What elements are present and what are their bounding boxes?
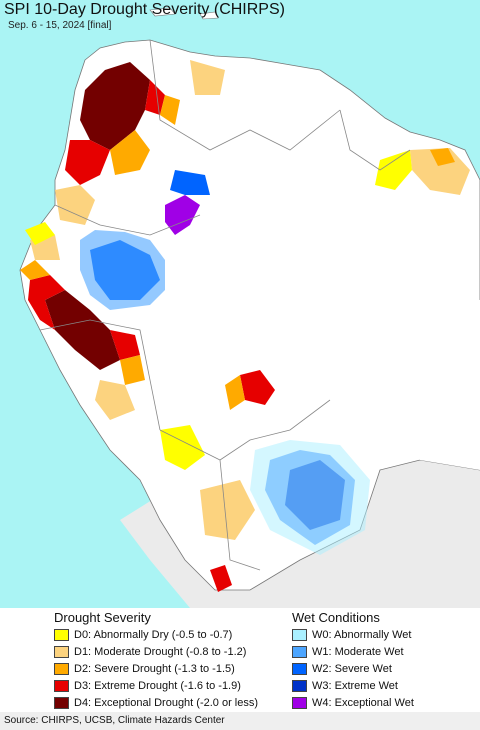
legend-label-d4: D4: Exceptional Drought (-2.0 or less) (74, 696, 259, 709)
d2-bolivia-north (225, 375, 245, 410)
legend-label-w3: W3: Extreme Wet (312, 679, 398, 692)
caribbean-islands (149, 7, 219, 20)
legend-item-d4: D4: Exceptional Drought (-2.0 or less) (54, 695, 258, 710)
legend-item-d0: D0: Abnormally Dry (-0.5 to -0.7) (54, 627, 232, 642)
legend-label-d3: D3: Extreme Drought (-1.6 to -1.9) (74, 679, 241, 692)
swatch-w4 (292, 696, 307, 709)
legend-item-w2: W2: Severe Wet (292, 661, 392, 676)
d3-colombia (65, 80, 165, 185)
wet-legend-heading: Wet Conditions (292, 610, 380, 625)
d3-bolivia-north (240, 370, 275, 405)
swatch-w1 (292, 645, 307, 658)
legend-item-w0: W0: Abnormally Wet (292, 627, 411, 642)
map-canvas (0, 0, 480, 608)
legend-label-w2: W2: Severe Wet (312, 662, 392, 675)
swatch-w3 (292, 679, 307, 692)
swatch-d3 (54, 679, 69, 692)
map-title: SPI 10-Day Drought Severity (CHIRPS) (4, 1, 285, 18)
d2-colombia (110, 95, 180, 175)
w0-bolivia (250, 440, 370, 555)
legend-label-w1: W1: Moderate Wet (312, 645, 404, 658)
drought-legend-heading: Drought Severity (54, 610, 151, 625)
w1-around (80, 230, 165, 310)
legend: Drought Severity Wet Conditions D0: Abno… (0, 608, 480, 712)
legend-item-w3: W3: Extreme Wet (292, 678, 398, 693)
d3-peru (28, 275, 140, 360)
legend-label-d0: D0: Abnormally Dry (-0.5 to -0.7) (74, 628, 233, 641)
legend-item-w4: W4: Exceptional Wet (292, 695, 414, 710)
d0-bolivia (160, 425, 205, 470)
interior-region (140, 270, 480, 470)
legend-item-w1: W1: Moderate Wet (292, 644, 404, 659)
legend-label-d1: D1: Moderate Drought (-0.8 to -1.2) (74, 645, 247, 658)
map-subtitle: Sep. 6 - 15, 2024 [final] (8, 20, 112, 31)
d1-peru (30, 235, 135, 420)
footer: Source: CHIRPS, UCSB, Climate Hazards Ce… (0, 712, 480, 730)
swatch-d1 (54, 645, 69, 658)
legend-label-w0: W0: Abnormally Wet (312, 628, 412, 641)
legend-item-d2: D2: Severe Drought (-1.3 to -1.5) (54, 661, 235, 676)
d1-colombia (55, 60, 225, 225)
d1-guianas (410, 148, 470, 195)
d4-colombia (80, 62, 150, 150)
legend-label-d2: D2: Severe Drought (-1.3 to -1.5) (74, 662, 235, 675)
w4-amazonas (165, 195, 200, 235)
d1-bolivia (200, 480, 255, 540)
swatch-d2 (54, 662, 69, 675)
swatch-w2 (292, 662, 307, 675)
d3-argentina (210, 565, 232, 592)
d2-french-guiana (430, 148, 455, 166)
source-credit: Source: CHIRPS, UCSB, Climate Hazards Ce… (4, 715, 225, 726)
country-borders (39, 39, 411, 571)
w2-venezuela (170, 170, 210, 195)
swatch-w0 (292, 628, 307, 641)
d2-peru (20, 260, 145, 385)
d0-ecuador (25, 222, 55, 245)
legend-item-d3: D3: Extreme Drought (-1.6 to -1.9) (54, 678, 241, 693)
drought-map: SPI 10-Day Drought Severity (CHIRPS) Sep… (0, 0, 480, 608)
legend-item-d1: D1: Moderate Drought (-0.8 to -1.2) (54, 644, 246, 659)
d0-guianas (375, 150, 412, 190)
swatch-d0 (54, 628, 69, 641)
d4-peru (45, 290, 120, 370)
legend-label-w4: W4: Exceptional Wet (312, 696, 414, 709)
swatch-d4 (54, 696, 69, 709)
